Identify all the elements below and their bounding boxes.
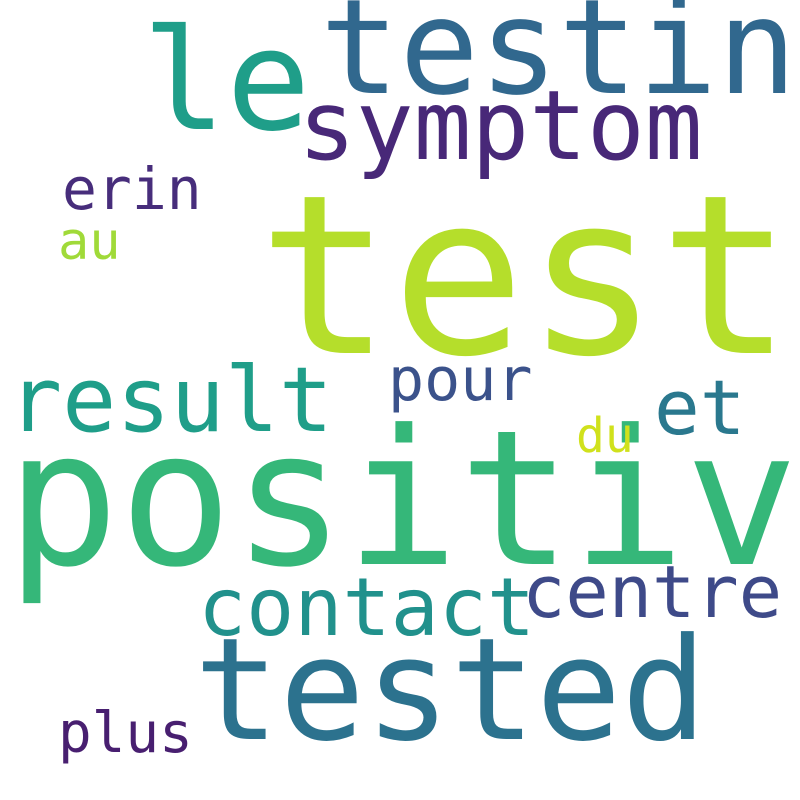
word-positive: positive	[6, 390, 800, 609]
word-erin: erin	[62, 155, 202, 223]
word-le: le	[142, 0, 311, 163]
word-pour: pour	[388, 345, 533, 415]
word-plus: plus	[58, 701, 193, 766]
word-du: du	[576, 408, 634, 464]
word-centre: centre	[522, 550, 783, 634]
word-tested: tested	[194, 608, 707, 773]
word-au: au	[58, 212, 121, 272]
word-result: result	[8, 348, 334, 453]
word-symptom: symptom	[298, 70, 703, 182]
word-testing: testing	[320, 0, 800, 125]
word-et: et	[654, 363, 746, 452]
word-test: test	[258, 148, 793, 406]
word-contact: contact	[198, 561, 536, 654]
